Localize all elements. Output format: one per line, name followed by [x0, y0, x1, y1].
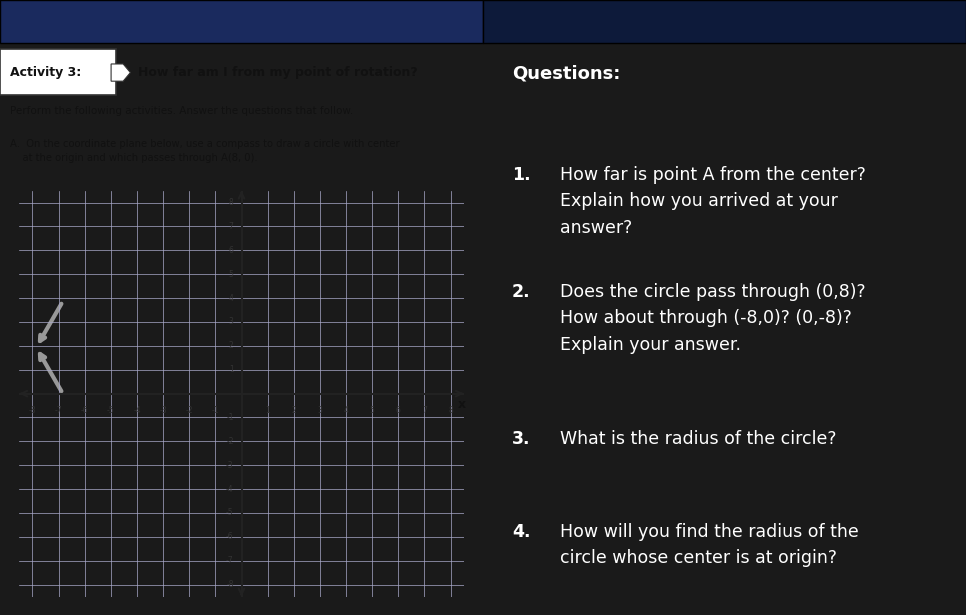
- Text: 2: 2: [229, 341, 234, 351]
- Text: -8: -8: [29, 405, 36, 415]
- Text: x: x: [458, 398, 467, 411]
- Text: 6: 6: [229, 246, 234, 255]
- Text: -7: -7: [226, 556, 234, 565]
- Text: Does the circle pass through (0,8)?
How about through (-8,0)? (0,-8)?
Explain yo: Does the circle pass through (0,8)? How …: [560, 283, 866, 354]
- Text: 1.: 1.: [512, 166, 530, 184]
- Text: 8: 8: [229, 198, 234, 207]
- Text: How far am I from my point of rotation?: How far am I from my point of rotation?: [138, 66, 417, 79]
- Text: A.  On the coordinate plane below, use a compass to draw a circle with center
  : A. On the coordinate plane below, use a …: [10, 138, 399, 163]
- Text: 3: 3: [229, 317, 234, 327]
- Text: -4: -4: [226, 485, 234, 494]
- Text: -3: -3: [159, 405, 167, 415]
- Text: Questions:: Questions:: [512, 65, 620, 83]
- Text: 7: 7: [422, 405, 427, 415]
- Text: 7: 7: [229, 222, 234, 231]
- Text: -2: -2: [185, 405, 193, 415]
- Text: 1: 1: [266, 405, 270, 415]
- Text: Activity 3:: Activity 3:: [10, 66, 81, 79]
- Text: -1: -1: [226, 413, 234, 422]
- Text: -1: -1: [212, 405, 219, 415]
- Text: What is the radius of the circle?: What is the radius of the circle?: [560, 430, 837, 448]
- Text: -6: -6: [226, 533, 234, 541]
- Text: -4: -4: [133, 405, 141, 415]
- Text: 5: 5: [370, 405, 375, 415]
- Text: -5: -5: [107, 405, 115, 415]
- Text: -6: -6: [81, 405, 89, 415]
- Text: 4: 4: [229, 293, 234, 303]
- Text: 6: 6: [396, 405, 401, 415]
- Text: 2: 2: [292, 405, 297, 415]
- FancyBboxPatch shape: [0, 49, 116, 95]
- FancyBboxPatch shape: [0, 0, 483, 43]
- Text: -3: -3: [226, 461, 234, 470]
- Text: 5: 5: [229, 270, 234, 279]
- Text: 1: 1: [229, 365, 234, 374]
- Text: -8: -8: [226, 580, 234, 589]
- FancyBboxPatch shape: [483, 0, 966, 43]
- Text: 4.: 4.: [512, 523, 530, 541]
- Text: -7: -7: [55, 405, 63, 415]
- Text: Perform the following activities. Answer the questions that follow.: Perform the following activities. Answer…: [10, 106, 353, 116]
- Text: 8: 8: [448, 405, 453, 415]
- Text: 4: 4: [344, 405, 349, 415]
- Text: How far is point A from the center?
Explain how you arrived at your
answer?: How far is point A from the center? Expl…: [560, 166, 867, 237]
- Text: -5: -5: [226, 509, 234, 517]
- Text: 3.: 3.: [512, 430, 530, 448]
- Text: 2.: 2.: [512, 283, 530, 301]
- Text: -2: -2: [226, 437, 234, 446]
- FancyArrow shape: [111, 64, 130, 81]
- Text: How will you find the radius of the
circle whose center is at origin?: How will you find the radius of the circ…: [560, 523, 859, 567]
- Text: 3: 3: [318, 405, 323, 415]
